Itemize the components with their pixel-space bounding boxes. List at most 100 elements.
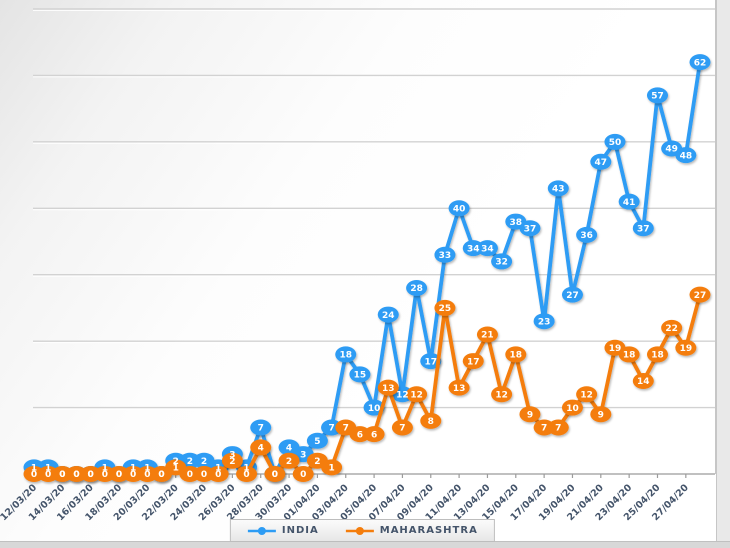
svg-text:43: 43 [552, 185, 565, 195]
svg-text:47: 47 [595, 158, 608, 168]
svg-text:18: 18 [339, 351, 352, 361]
svg-text:0: 0 [31, 470, 37, 480]
svg-text:7: 7 [555, 424, 561, 434]
legend-label-maharashtra: MAHARASHTRA [379, 525, 478, 536]
svg-text:27: 27 [566, 291, 579, 301]
svg-text:0: 0 [201, 470, 207, 480]
svg-text:32: 32 [495, 258, 508, 268]
svg-text:1: 1 [215, 464, 221, 474]
svg-text:0: 0 [116, 470, 122, 480]
svg-text:18: 18 [623, 351, 636, 361]
svg-text:0: 0 [187, 470, 193, 480]
svg-text:0: 0 [73, 470, 79, 480]
svg-text:4: 4 [286, 444, 292, 454]
svg-text:1: 1 [243, 464, 249, 474]
legend-item-maharashtra: MAHARASHTRA [345, 525, 478, 536]
svg-text:0: 0 [88, 470, 94, 480]
svg-text:15: 15 [354, 371, 367, 381]
india-series-swatch-icon [247, 526, 276, 535]
svg-text:17: 17 [467, 357, 480, 367]
svg-text:34: 34 [467, 244, 480, 254]
svg-text:1: 1 [173, 464, 179, 474]
svg-text:3: 3 [300, 450, 306, 460]
svg-text:14: 14 [637, 377, 650, 387]
svg-text:37: 37 [524, 224, 537, 234]
svg-text:21: 21 [481, 331, 494, 341]
svg-text:18: 18 [651, 351, 664, 361]
svg-text:7: 7 [399, 424, 405, 434]
svg-text:1: 1 [328, 464, 334, 474]
svg-text:6: 6 [371, 430, 377, 440]
svg-text:17: 17 [425, 357, 438, 367]
svg-text:12: 12 [410, 390, 423, 400]
svg-text:0: 0 [102, 470, 108, 480]
svg-text:23: 23 [538, 317, 551, 327]
svg-text:24: 24 [382, 311, 395, 321]
bottom-margin-strip [0, 541, 730, 548]
svg-text:0: 0 [88, 470, 94, 480]
svg-text:50: 50 [609, 138, 622, 148]
svg-text:10: 10 [566, 404, 579, 414]
svg-text:5: 5 [314, 437, 320, 447]
svg-text:0: 0 [59, 470, 65, 480]
svg-text:3: 3 [229, 450, 235, 460]
maharashtra-line [32, 292, 702, 476]
svg-text:48: 48 [680, 151, 693, 161]
right-margin-strip [716, 0, 730, 541]
svg-text:19: 19 [609, 344, 622, 354]
svg-text:37: 37 [637, 224, 650, 234]
svg-text:13: 13 [453, 384, 466, 394]
svg-text:0: 0 [272, 470, 278, 480]
svg-text:0: 0 [144, 470, 150, 480]
svg-text:7: 7 [258, 424, 264, 434]
svg-text:8: 8 [428, 417, 434, 427]
svg-text:2: 2 [314, 457, 320, 467]
svg-text:7: 7 [328, 424, 334, 434]
x-axis-labels: 12/03/2014/03/2016/03/2018/03/2020/03/20… [0, 482, 691, 523]
svg-text:7: 7 [541, 424, 547, 434]
svg-text:41: 41 [623, 198, 636, 208]
svg-text:0: 0 [272, 470, 278, 480]
svg-text:1: 1 [144, 464, 150, 474]
svg-text:0: 0 [158, 470, 164, 480]
svg-text:2: 2 [187, 457, 193, 467]
svg-text:7: 7 [343, 424, 349, 434]
gridlines [33, 8, 715, 410]
svg-text:36: 36 [580, 231, 593, 241]
svg-text:62: 62 [694, 58, 707, 68]
maharashtra-series-swatch-icon [345, 526, 374, 535]
svg-text:1: 1 [45, 464, 51, 474]
svg-text:19: 19 [680, 344, 693, 354]
svg-text:40: 40 [453, 204, 466, 214]
legend-label-india: INDIA [281, 525, 319, 536]
svg-text:9: 9 [527, 410, 533, 420]
svg-text:13: 13 [382, 384, 395, 394]
svg-text:28: 28 [410, 284, 423, 294]
svg-text:38: 38 [510, 218, 523, 228]
svg-text:0: 0 [116, 470, 122, 480]
svg-text:0: 0 [59, 470, 65, 480]
svg-text:2: 2 [286, 457, 292, 467]
svg-text:22: 22 [665, 324, 678, 334]
svg-text:0: 0 [130, 470, 136, 480]
svg-text:12: 12 [580, 390, 593, 400]
maharashtra-point-bubbles [23, 286, 711, 482]
chart-legend: INDIA MAHARASHTRA [229, 519, 495, 542]
svg-text:25: 25 [439, 304, 452, 314]
svg-text:2: 2 [229, 457, 235, 467]
legend-item-india: INDIA [247, 525, 319, 536]
svg-text:12: 12 [495, 390, 508, 400]
svg-text:34: 34 [481, 244, 494, 254]
svg-text:12: 12 [396, 390, 409, 400]
svg-text:1: 1 [130, 464, 136, 474]
svg-text:9: 9 [598, 410, 604, 420]
svg-text:0: 0 [243, 470, 249, 480]
svg-text:1: 1 [102, 464, 108, 474]
svg-text:0: 0 [300, 470, 306, 480]
svg-text:27: 27 [694, 291, 707, 301]
svg-text:57: 57 [651, 92, 664, 102]
svg-text:1: 1 [31, 464, 37, 474]
